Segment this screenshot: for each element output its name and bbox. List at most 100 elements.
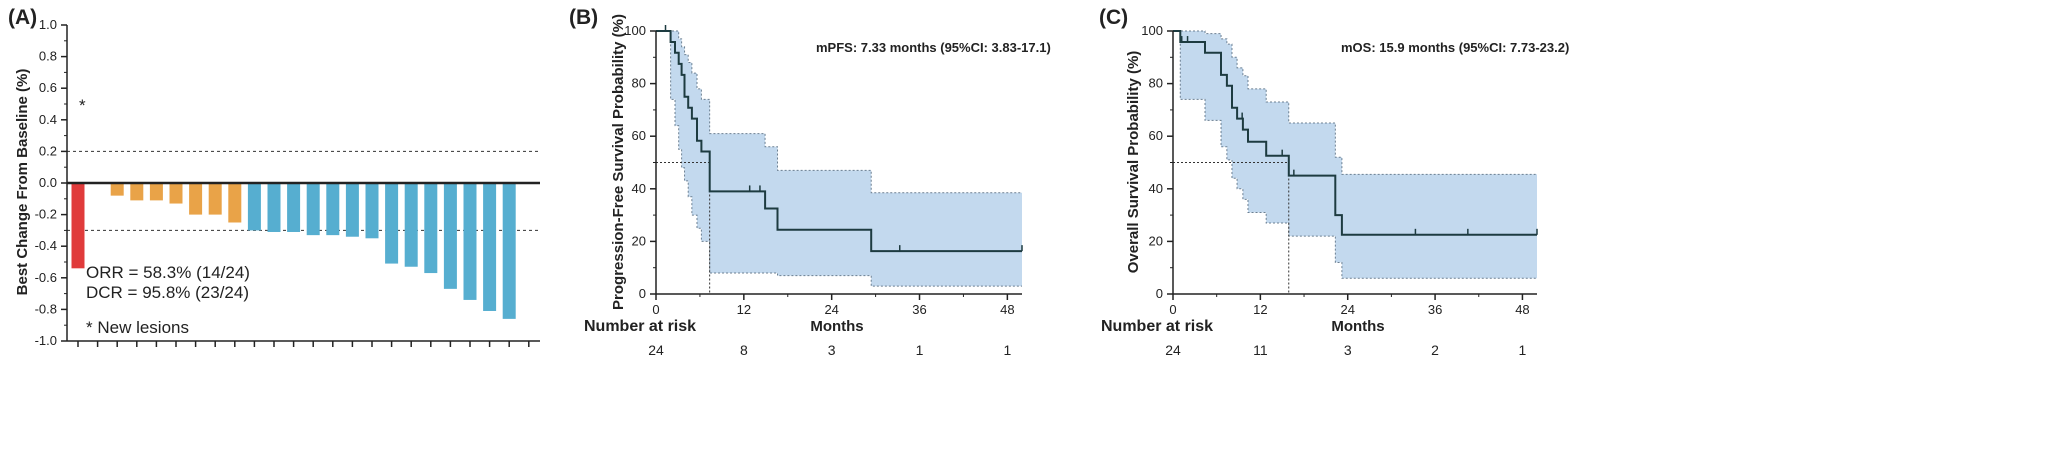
risk-count: 24 [648,342,664,358]
risk-count: 3 [828,342,836,358]
panel-c-label: (C) [1099,6,1128,29]
waterfall-bar [443,183,457,289]
panel-a-reference-lines [67,150,540,231]
waterfall-bar [385,183,399,264]
ci-lower-bound [656,30,1022,287]
y-tick-label: 60 [1149,128,1163,143]
panel-c-x-axis-title: Months [1331,318,1384,335]
waterfall-bar [71,183,85,269]
y-tick-label: 0 [1156,286,1163,301]
panel-b-median-summary: mPFS: 7.33 months (95%CI: 3.83-17.1) [816,40,1051,55]
risk-count: 8 [740,342,748,358]
y-tick-label: 60 [632,128,646,143]
panel-a-y-tick-label: 0.6 [39,80,57,95]
waterfall-bar [483,183,497,311]
x-tick-label: 24 [824,302,838,317]
risk-count: 2 [1431,342,1439,358]
panel-a-y-tick-label: -0.6 [35,270,57,285]
panel-a-y-tick-label: -0.4 [35,238,57,253]
waterfall-bar [247,183,261,231]
panel-a-waterfall: (A) Best Change From Baseline (%) 1.0 0.8… [8,6,540,348]
waterfall-bar [228,183,242,223]
ci-lower-bound [1173,30,1537,279]
panel-b-y-axis-title: Progression-Free Survival Probability (%… [610,14,627,310]
risk-count: 3 [1344,342,1352,358]
panel-a-y-tick-label: 0.4 [39,112,57,127]
ci-upper-bound [656,30,1022,194]
y-tick-label: 0 [639,286,646,301]
waterfall-bar [267,183,281,232]
waterfall-bar [424,183,438,274]
waterfall-bar [208,183,222,215]
y-tick-label: 80 [1149,76,1163,91]
pfs-ci-band [656,31,1022,287]
panel-a-bars [71,183,516,319]
x-tick-label: 48 [1000,302,1014,317]
x-tick-label: 12 [737,302,751,317]
y-tick-label: 100 [1141,23,1163,38]
panel-a-y-tick-label: 0.8 [39,49,57,64]
os-ci-band [1173,31,1537,279]
risk-count: 1 [1519,342,1527,358]
panel-a-y-tick-label: -1.0 [35,333,57,348]
x-tick-label: 48 [1515,302,1529,317]
waterfall-bar [365,183,379,239]
panel-b-label: (B) [569,6,598,29]
y-tick-label: 100 [624,23,646,38]
panel-a-y-tick-label: 1.0 [39,17,57,32]
panel-b-risk-title: Number at risk [584,318,696,335]
os-curve [1173,30,1537,236]
panel-b-pfs: (B) Progression-Free Survival Probabilit… [569,6,1051,358]
y-tick-label: 20 [632,233,646,248]
waterfall-bar [404,183,418,267]
x-tick-label: 12 [1253,302,1267,317]
waterfall-bar [110,183,124,196]
x-tick-label: 36 [1428,302,1442,317]
panel-c-axes: 0 20 40 60 80 100 0 12 24 36 48 [1141,23,1537,317]
waterfall-bar [130,183,144,201]
panel-a-y-tick-label: 0.2 [39,143,57,158]
x-tick-label: 0 [1169,302,1176,317]
new-lesion-marker: * [79,96,86,115]
panel-c-y-axis-title: Overall Survival Probability (%) [1125,51,1142,274]
y-tick-label: 80 [632,76,646,91]
panel-a-y-tick-label: -0.8 [35,301,57,316]
risk-count: 24 [1165,342,1181,358]
waterfall-bar [306,183,320,236]
panel-b-risk-table: 24 8 3 1 1 [648,342,1011,358]
panel-b-axes: 0 20 40 60 80 100 0 12 24 36 48 [624,23,1022,317]
panel-a-y-tick-label: 0.0 [39,175,57,190]
y-tick-label: 40 [632,181,646,196]
risk-count: 11 [1253,342,1268,358]
panel-c-risk-title: Number at risk [1101,318,1213,335]
waterfall-bar [287,183,301,232]
x-tick-label: 36 [912,302,926,317]
risk-count: 1 [1003,342,1011,358]
panel-a-label: (A) [8,6,37,29]
waterfall-bar [463,183,477,300]
panel-c-median-summary: mOS: 15.9 months (95%CI: 7.73-23.2) [1341,40,1569,55]
waterfall-bar [189,183,203,215]
y-tick-label: 20 [1149,233,1163,248]
y-tick-label: 40 [1149,181,1163,196]
dcr-annotation: DCR = 95.8% (23/24) [86,283,249,302]
panel-c-confidence-band [1173,30,1537,279]
panel-b-x-axis-title: Months [810,318,863,335]
waterfall-bar [345,183,359,237]
waterfall-bar [149,183,163,201]
panel-c-os: (C) Overall Survival Probability (%) 020… [1099,6,1569,358]
x-tick-label: 24 [1340,302,1354,317]
waterfall-bar [326,183,340,236]
new-lesions-legend: * New lesions [86,318,189,337]
panel-b-confidence-band [656,30,1022,287]
panel-a-axes: 1.0 0.8 0.6 0.4 0.2 0.0 -0.2 -0.4 -0.6 -0.8 -1.0 [35,17,540,348]
panel-b-survival-curve [656,25,1023,294]
orr-annotation: ORR = 58.3% (14/24) [86,263,250,282]
pfs-curve [656,30,1022,253]
panel-c-survival-curve [1173,30,1538,294]
panel-c-risk-table: 24 11 3 2 1 [1165,342,1526,358]
risk-count: 1 [916,342,924,358]
waterfall-bar [502,183,516,319]
panel-a-y-axis-title: Best Change From Baseline (%) [14,69,31,296]
